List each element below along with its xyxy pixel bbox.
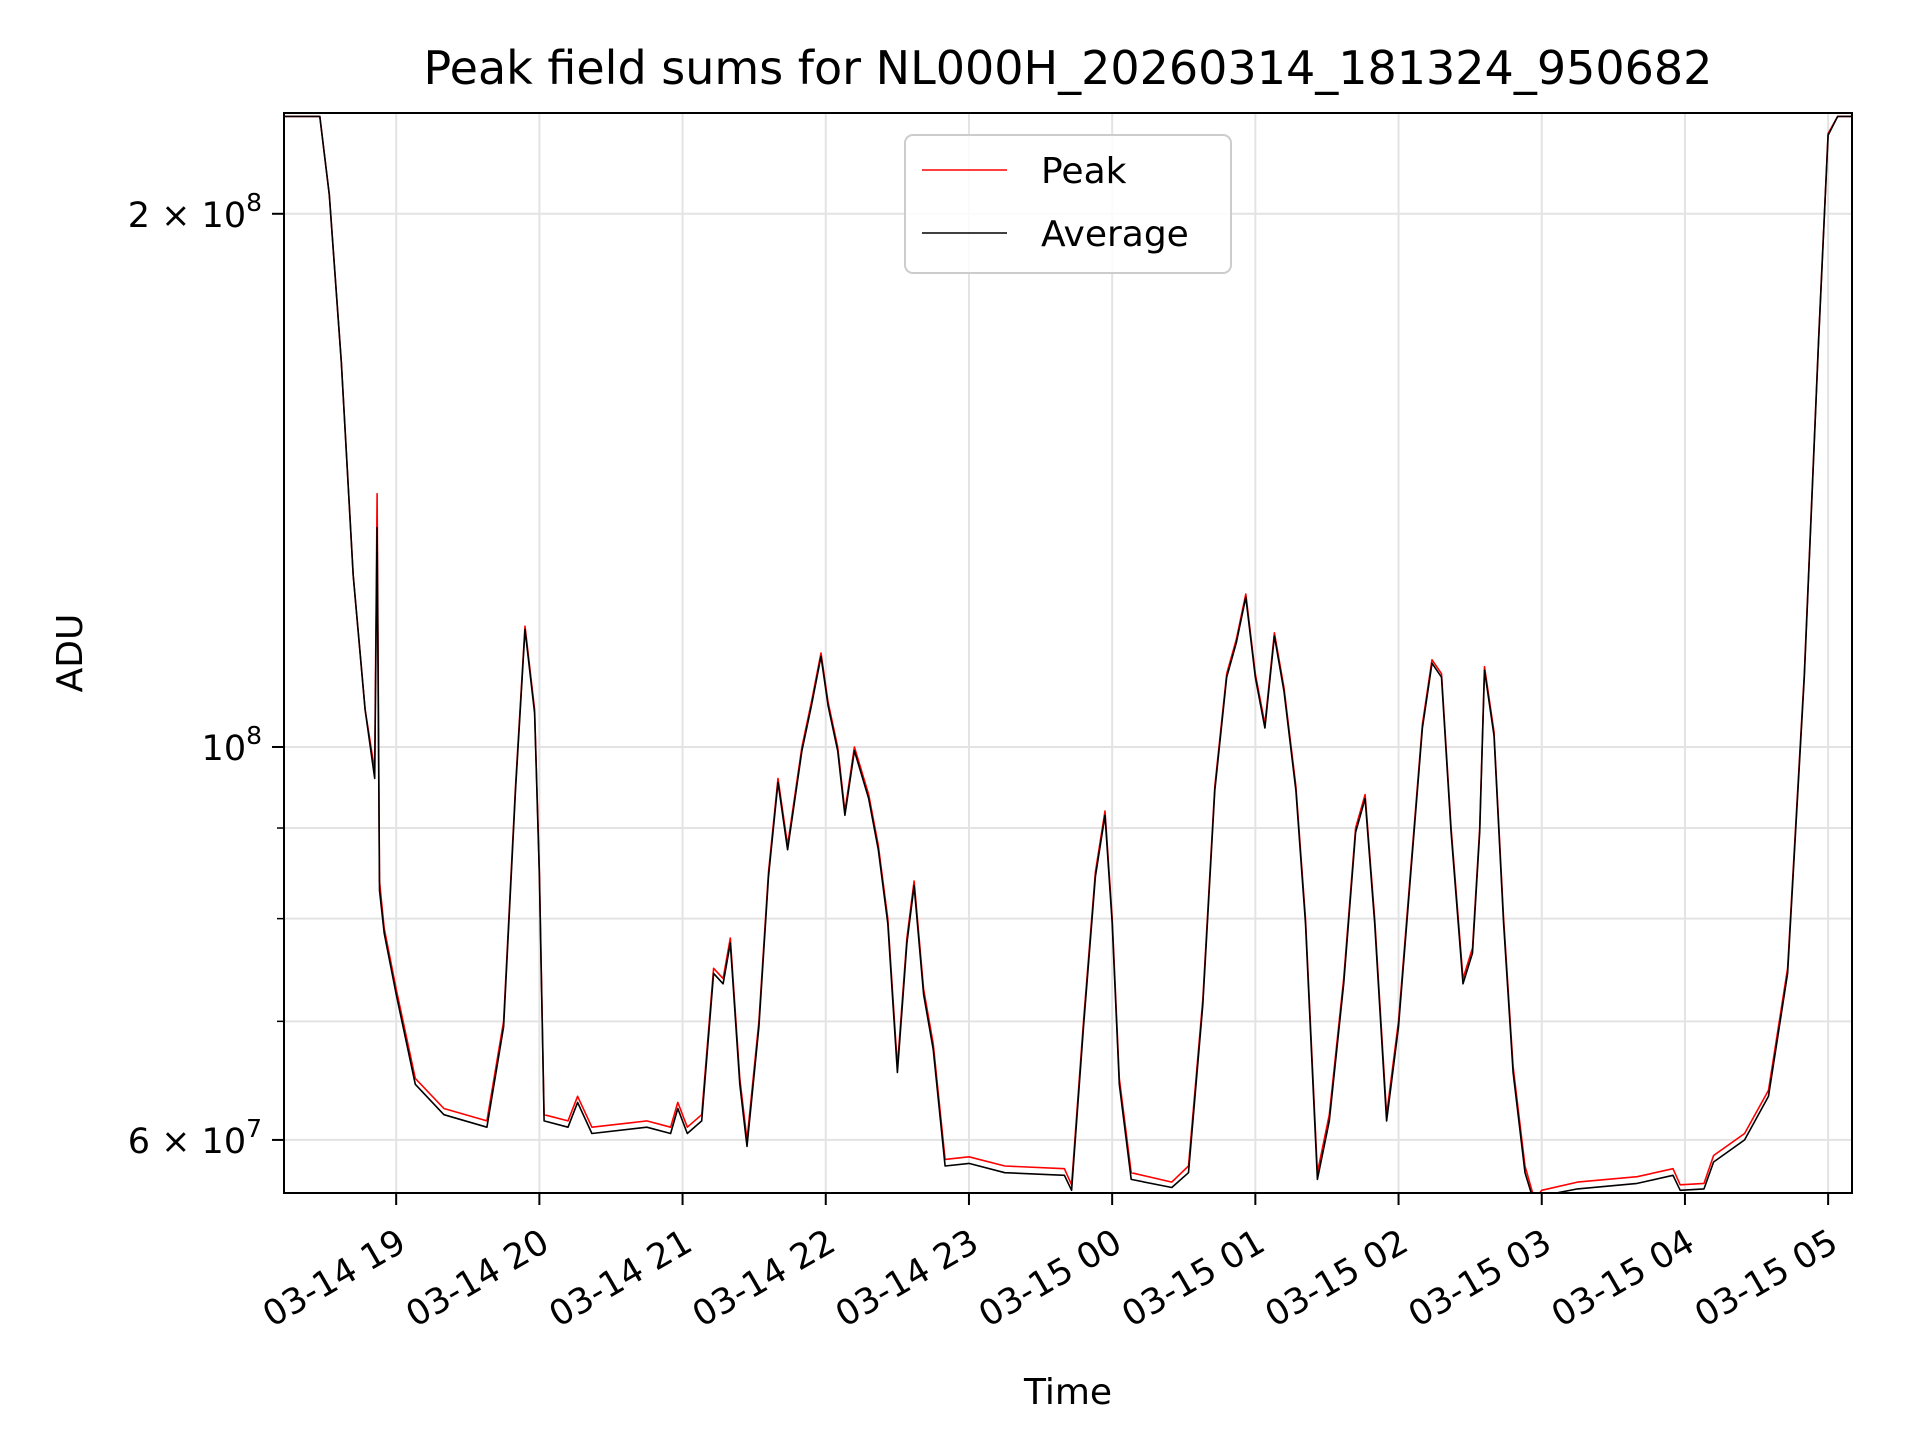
y-tick-label: 108 bbox=[202, 721, 262, 769]
chart-title: Peak field sums for NL000H_20260314_1813… bbox=[424, 41, 1713, 95]
y-tick-exponent: 7 bbox=[246, 1114, 262, 1143]
series-line-average bbox=[284, 115, 1852, 1193]
plot-frame bbox=[283, 112, 1853, 1194]
y-axis-label: ADU bbox=[50, 614, 91, 693]
x-axis-label: Time bbox=[1023, 1372, 1112, 1413]
y-tick-base: 10 bbox=[202, 729, 247, 769]
legend-peak-label: Peak bbox=[1041, 151, 1127, 192]
legend: Peak Average bbox=[904, 134, 1232, 274]
y-tick-base: 6 × 10 bbox=[128, 1122, 246, 1162]
y-tick-exponent: 8 bbox=[246, 188, 262, 217]
series-layer bbox=[284, 115, 1852, 1193]
legend-average-label: Average bbox=[1041, 214, 1189, 255]
y-tick-label: 2 × 108 bbox=[128, 188, 262, 236]
y-tick-base: 2 × 10 bbox=[128, 196, 246, 236]
y-tick-exponent: 8 bbox=[246, 721, 262, 750]
y-tick-label: 6 × 107 bbox=[128, 1114, 262, 1162]
